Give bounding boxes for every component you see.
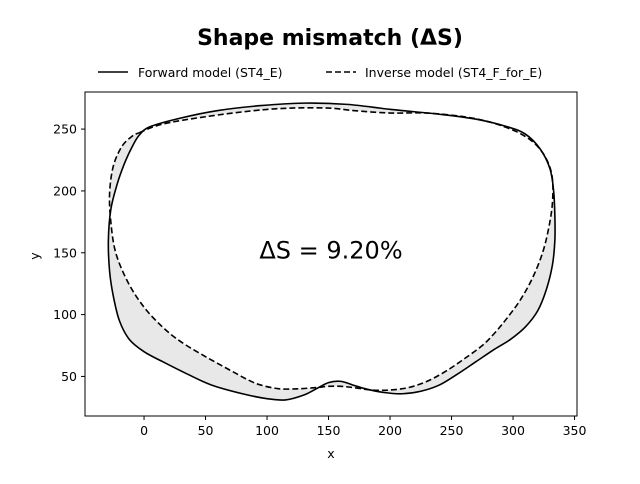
x-tick-label: 0 [140, 423, 148, 438]
y-tick-label: 150 [53, 245, 77, 260]
x-tick-label: 150 [317, 423, 341, 438]
legend-label-forward: Forward model (ST4_E) [138, 65, 283, 80]
x-axis-label: x [327, 446, 334, 461]
x-tick-label: 350 [563, 423, 587, 438]
plot-frame [84, 91, 578, 417]
x-tick-label: 300 [501, 423, 525, 438]
legend-label-inverse: Inverse model (ST4_F_for_E) [365, 65, 542, 80]
x-tick-label: 250 [440, 423, 464, 438]
x-tick-label: 200 [378, 423, 402, 438]
y-axis-label: y [27, 252, 42, 260]
x-tick-label: 100 [255, 423, 279, 438]
x-tick-label: 50 [198, 423, 214, 438]
y-tick-label: 100 [53, 307, 77, 322]
series-line-forward [107, 102, 556, 401]
y-tick-label: 50 [61, 369, 77, 384]
series-line-inverse [108, 106, 554, 392]
legend: Forward model (ST4_E) Inverse model (ST4… [98, 65, 542, 80]
chart-title: Shape mismatch (ΔS) [197, 26, 463, 51]
y-axis-ticks: 50 100 150 200 250 [53, 122, 85, 384]
x-axis-ticks: 0 50 100 150 200 250 300 350 [140, 416, 587, 438]
y-tick-label: 250 [53, 122, 77, 137]
y-tick-label: 200 [53, 183, 77, 198]
mismatch-annotation: ΔS = 9.20% [259, 236, 402, 264]
